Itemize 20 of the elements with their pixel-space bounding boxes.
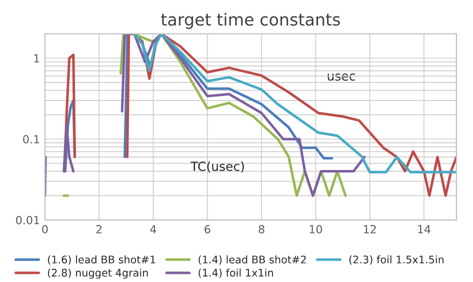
line-series bbox=[133, 34, 456, 174]
x-tick-label: 12 bbox=[364, 225, 376, 234]
y-tick-label: 0.01 bbox=[16, 216, 40, 224]
x-tick-label: 10 bbox=[310, 225, 322, 234]
legend-label: (1.4) foil 1x1in bbox=[198, 268, 273, 278]
x-tick-label: 8 bbox=[258, 225, 264, 234]
legend-label: (2.3) foil 1.5x1.5in bbox=[349, 255, 444, 265]
x-axis-title: usec bbox=[328, 74, 355, 81]
y-axis-title: TC(usec) bbox=[190, 161, 244, 172]
legend-label: (1.4) lead BB shot#2 bbox=[198, 255, 306, 265]
legend-label: (2.8) nugget 4grain bbox=[48, 268, 148, 279]
x-tick-label: 6 bbox=[204, 225, 210, 234]
x-tick-label: 14 bbox=[418, 225, 430, 234]
chart-title: target time constants bbox=[161, 12, 340, 29]
legend-label: (1.6) lead BB shot#1 bbox=[48, 255, 156, 265]
y-tick-label: 0.1 bbox=[23, 135, 40, 144]
x-tick-label: 0 bbox=[42, 225, 48, 234]
y-tick-label: 1 bbox=[34, 54, 40, 62]
x-tick-label: 2 bbox=[96, 225, 102, 234]
x-tick-label: 4 bbox=[150, 225, 156, 234]
